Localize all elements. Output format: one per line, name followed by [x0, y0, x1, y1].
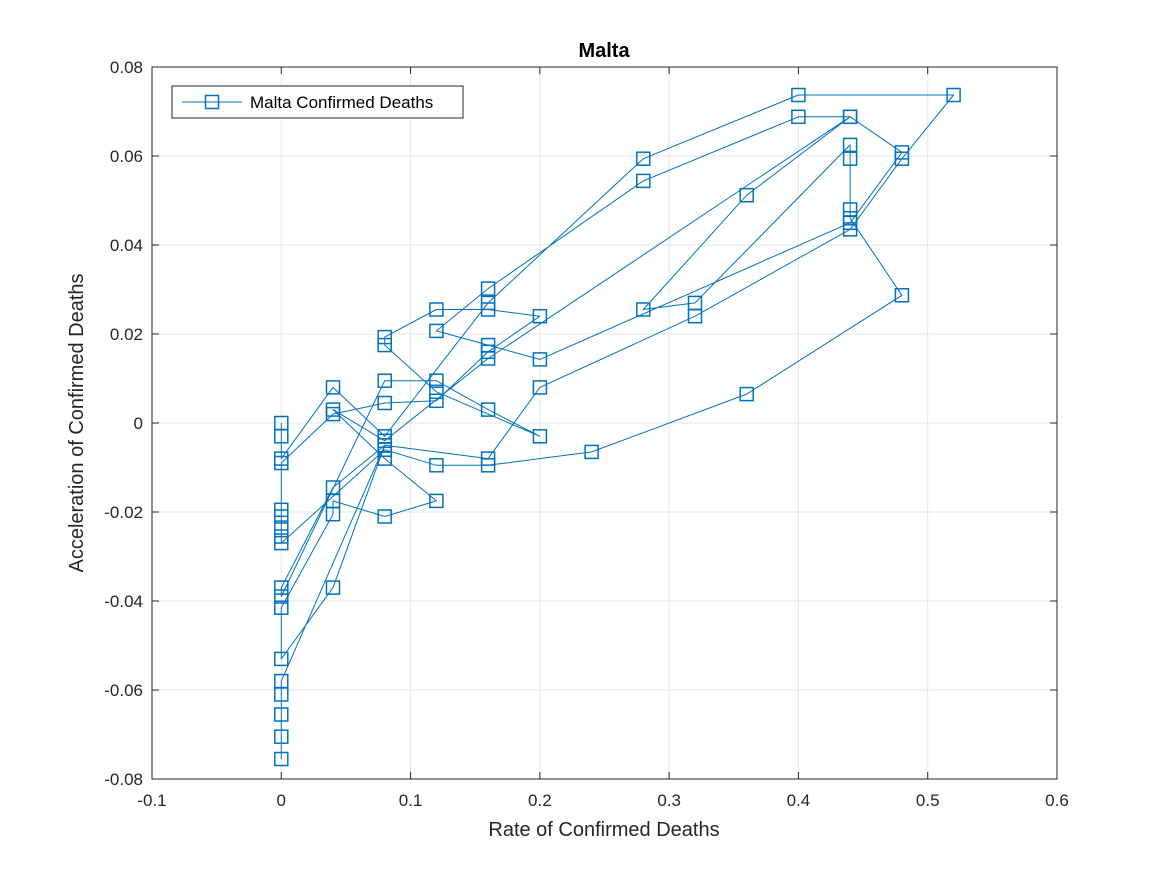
- data-point-marker: [739, 187, 754, 203]
- data-point-marker: [274, 707, 289, 722]
- series-layer: [274, 87, 961, 767]
- data-point-marker: [377, 438, 392, 453]
- data-point-marker: [480, 302, 496, 317]
- x-tick-label: 0.2: [528, 791, 552, 810]
- data-point-marker: [325, 580, 341, 595]
- y-tick-label: -0.06: [104, 681, 143, 700]
- legend-marker: [204, 94, 220, 110]
- data-point-marker: [429, 323, 444, 339]
- data-point-marker: [274, 520, 289, 535]
- data-point-marker: [325, 506, 341, 522]
- data-point-marker: [274, 687, 289, 702]
- data-point-marker: [274, 600, 289, 615]
- data-point-marker: [429, 393, 444, 409]
- data-point-marker: [274, 751, 289, 767]
- data-point-marker: [274, 535, 289, 551]
- x-tick-label: 0.6: [1045, 791, 1069, 810]
- legend: Malta Confirmed Deaths: [171, 85, 464, 119]
- data-point-marker: [842, 137, 858, 153]
- y-tick-label: -0.08: [104, 770, 143, 789]
- y-tick-label: 0.06: [110, 147, 143, 166]
- data-point-marker: [791, 109, 806, 125]
- data-point-marker: [532, 352, 548, 367]
- x-tick-label: 0.1: [399, 791, 423, 810]
- data-point-marker: [739, 386, 754, 402]
- data-point-marker: [429, 458, 444, 473]
- x-axis-label: Rate of Confirmed Deaths: [488, 819, 719, 841]
- data-point-marker: [274, 429, 289, 444]
- data-point-marker: [687, 295, 703, 311]
- data-point-marker: [274, 580, 289, 595]
- data-point-marker: [274, 729, 289, 744]
- data-point-marker: [946, 87, 961, 103]
- data-point-marker: [791, 87, 806, 103]
- x-tick-label: 0.4: [787, 791, 811, 810]
- data-point-marker: [480, 281, 496, 296]
- data-point-marker: [377, 509, 392, 524]
- y-tick-label: 0.04: [110, 236, 143, 255]
- data-point-marker: [842, 215, 858, 231]
- data-point-marker: [429, 384, 444, 400]
- data-point-marker: [894, 145, 910, 160]
- data-point-marker: [894, 288, 910, 303]
- data-point-marker: [325, 402, 341, 417]
- data-point-marker: [584, 444, 599, 460]
- data-point-marker: [842, 151, 858, 166]
- data-point-marker: [636, 151, 651, 166]
- data-point-marker: [480, 402, 496, 417]
- data-point-marker: [480, 351, 496, 366]
- x-tick-label: 0: [277, 791, 286, 810]
- x-tick-label: 0.3: [657, 791, 681, 810]
- y-tick-label: -0.02: [104, 503, 143, 522]
- x-tick-label: -0.1: [137, 791, 166, 810]
- y-tick-label: 0.02: [110, 325, 143, 344]
- data-point-marker: [274, 455, 289, 471]
- data-point-marker: [429, 493, 444, 509]
- y-tick-label: 0: [134, 414, 143, 433]
- data-point-marker: [429, 302, 444, 317]
- data-point-marker: [532, 429, 548, 444]
- ticks: -0.1 0 0.1 0.2 0.3 0.4 0.5 0.6 -0.08 -0.06 -0.04 -0…: [104, 58, 1069, 810]
- data-point-marker: [429, 373, 444, 388]
- series-line: [280, 94, 955, 759]
- data-point-marker: [377, 337, 392, 353]
- data-point-marker: [274, 651, 289, 667]
- data-point-marker: [377, 395, 392, 411]
- data-point-marker: [842, 109, 858, 125]
- data-point-marker: [636, 173, 651, 189]
- data-point-marker: [636, 302, 651, 317]
- data-point-marker: [274, 509, 289, 524]
- data-point-marker: [325, 380, 341, 395]
- chart-title: Malta: [578, 40, 630, 62]
- y-axis-label: Acceleration of Confirmed Deaths: [66, 273, 88, 572]
- y-tick-label: 0.08: [110, 58, 143, 77]
- y-tick-label: -0.04: [104, 592, 143, 611]
- data-point-marker: [274, 589, 289, 604]
- data-point-marker: [532, 380, 548, 395]
- x-tick-label: 0.5: [916, 791, 940, 810]
- data-point-marker: [480, 458, 496, 473]
- legend-label: Malta Confirmed Deaths: [250, 93, 433, 112]
- data-point-marker: [532, 308, 548, 324]
- data-point-marker: [377, 329, 392, 345]
- data-point-marker: [377, 373, 392, 388]
